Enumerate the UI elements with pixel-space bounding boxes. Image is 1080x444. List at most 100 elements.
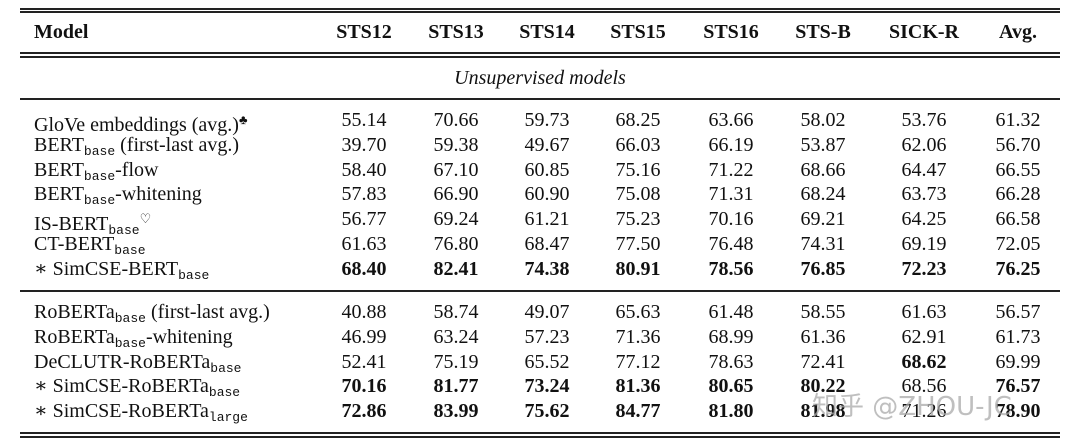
score-cell: 80.22 [800, 375, 846, 398]
model-sup: ♣ [238, 112, 248, 127]
score-cell: 72.23 [901, 257, 947, 280]
model-prefix: ∗ [34, 375, 53, 398]
model-suffix: -flow [115, 158, 159, 181]
model-sub: base [210, 360, 242, 376]
score-cell: 74.31 [800, 233, 846, 255]
rule [20, 432, 1060, 434]
header-cell: STS-B [795, 21, 851, 43]
model-sub: large [208, 410, 248, 426]
score-cell: 68.47 [524, 233, 570, 255]
header-cell: STS12 [336, 21, 392, 43]
model-suffix: -whitening [145, 325, 233, 348]
model-name: GloVe embeddings (avg.) [34, 114, 239, 136]
rule [20, 290, 1060, 292]
model-name: RoBERTa [34, 325, 115, 348]
model-name: SimCSE-BERT [52, 257, 179, 280]
score-cell: 66.03 [615, 133, 661, 156]
score-cell: 62.06 [901, 133, 947, 156]
model-cell: ∗ SimCSE-BERTbase [34, 257, 209, 288]
model-cell: RoBERTabase (first-last avg.) [34, 300, 270, 331]
rule [20, 56, 1060, 58]
rule [20, 8, 1060, 10]
score-cell: 58.02 [800, 109, 846, 131]
score-cell: 72.86 [341, 400, 387, 423]
score-cell: 58.55 [800, 301, 846, 323]
score-cell: 68.66 [800, 158, 846, 181]
score-cell: 81.36 [615, 375, 661, 398]
score-cell: 60.90 [524, 183, 570, 206]
model-sub: base [83, 193, 116, 209]
header-cell: STS14 [519, 21, 575, 43]
score-cell: 62.91 [901, 325, 947, 348]
score-cell: 67.10 [433, 158, 479, 181]
model-cell: RoBERTabase-whitening [34, 325, 233, 356]
score-cell: 76.25 [995, 257, 1041, 280]
header-cell: STS16 [703, 21, 759, 43]
score-cell: 49.67 [524, 133, 570, 156]
score-cell: 60.85 [524, 158, 570, 181]
score-cell: 65.63 [615, 301, 661, 323]
section-title: Unsupervised models [454, 67, 626, 89]
score-cell: 82.41 [433, 257, 479, 280]
model-suffix: (first-last avg.) [145, 301, 270, 323]
score-cell: 78.90 [995, 400, 1041, 423]
model-name: RoBERTa [34, 301, 115, 323]
score-cell: 68.24 [800, 183, 846, 206]
score-cell: 71.26 [901, 400, 947, 423]
score-cell: 68.62 [901, 350, 947, 373]
model-name: SimCSE-RoBERTa [52, 375, 209, 398]
score-cell: 61.21 [524, 208, 570, 231]
score-cell: 68.25 [615, 109, 661, 131]
score-cell: 61.32 [995, 109, 1041, 131]
model-cell: GloVe embeddings (avg.)♣ [34, 108, 247, 137]
header-cell: SICK-R [888, 21, 960, 43]
score-cell: 56.77 [341, 208, 387, 231]
watermark: 知乎 @ZHOU-JC [812, 392, 1012, 422]
score-cell: 70.16 [341, 375, 387, 398]
score-cell: 83.99 [433, 400, 479, 423]
score-cell: 80.65 [708, 375, 754, 398]
rule [20, 11, 1060, 13]
score-cell: 68.40 [341, 257, 387, 280]
score-cell: 76.80 [433, 233, 479, 255]
model-sub: base [114, 311, 146, 326]
score-cell: 66.19 [708, 133, 754, 156]
score-cell: 64.47 [901, 158, 947, 181]
score-cell: 70.66 [433, 109, 479, 131]
model-sub: base [208, 385, 241, 401]
model-sub: base [83, 168, 116, 184]
model-suffix: -whitening [115, 183, 202, 206]
score-cell: 74.38 [524, 257, 570, 280]
score-cell: 61.48 [708, 301, 754, 323]
score-cell: 80.91 [615, 257, 661, 280]
score-cell: 75.16 [615, 158, 661, 181]
model-name: BERT [34, 183, 84, 206]
score-cell: 59.38 [433, 133, 479, 156]
score-cell: 75.19 [433, 350, 479, 373]
score-cell: 72.41 [800, 350, 846, 373]
score-cell: 59.73 [524, 109, 570, 131]
score-cell: 75.08 [615, 183, 661, 206]
score-cell: 66.58 [995, 208, 1041, 231]
model-cell: ∗ SimCSE-RoBERTabase [34, 374, 240, 405]
score-cell: 70.16 [708, 208, 754, 231]
score-cell: 69.21 [800, 208, 846, 231]
score-cell: 56.57 [995, 301, 1041, 323]
score-cell: 77.50 [615, 233, 661, 255]
score-cell: 63.66 [708, 109, 754, 131]
score-cell: 78.56 [708, 257, 754, 280]
score-cell: 81.80 [708, 400, 754, 423]
score-cell: 53.76 [901, 109, 947, 131]
score-cell: 61.73 [995, 325, 1041, 348]
score-cell: 66.55 [995, 158, 1041, 181]
score-cell: 71.31 [708, 183, 754, 206]
model-cell: CT-BERTbase [34, 232, 146, 263]
score-cell: 73.24 [524, 375, 570, 398]
score-cell: 68.56 [901, 375, 947, 398]
model-name: BERT [34, 158, 84, 181]
score-cell: 69.19 [901, 233, 947, 255]
model-sup: ♡ [139, 211, 152, 227]
model-suffix: (first-last avg.) [115, 133, 239, 156]
score-cell: 76.48 [708, 233, 754, 255]
model-sub: base [114, 243, 146, 258]
